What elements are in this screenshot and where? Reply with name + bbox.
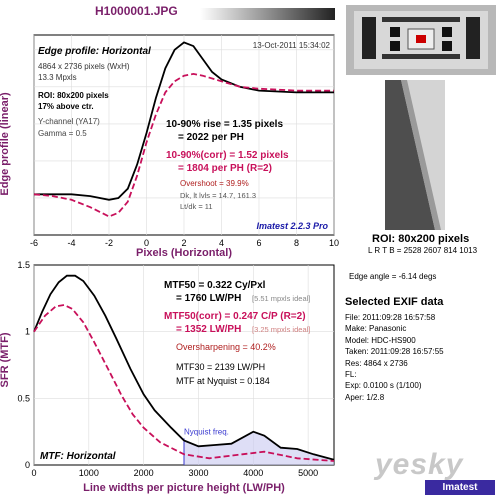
mtf-series <box>33 274 335 462</box>
exif-row: FL: <box>345 370 357 380</box>
edge-info-2: 13.3 Mpxls <box>38 73 77 82</box>
edge-xticks: -6 -4 -2 0 2 4 6 8 10 <box>30 238 339 248</box>
mtf50-corr-2: = 1352 LW/PH <box>176 324 241 335</box>
grayscale-bar <box>200 8 335 20</box>
mtf-ytick-label: 1 <box>25 327 30 337</box>
edge-angle: Edge angle = -6.14 degs <box>349 272 437 281</box>
edge-xtick-label: -6 <box>30 238 38 248</box>
edge-xtick-label: 2 <box>181 238 186 248</box>
mtf50-corr-ideal: [3.25 mpxls ideal] <box>252 325 310 334</box>
exif-row: Model: HDC-HS900 <box>345 335 416 345</box>
mtf-plot-frame <box>33 264 335 466</box>
software-label: Imatest 2.2.3 Pro <box>256 221 328 231</box>
edge-roi-1: ROI: 80x200 pixels <box>38 91 109 100</box>
mtf50-corr-1: MTF50(corr) = 0.247 C/P (R=2) <box>164 311 306 322</box>
edge-date: 13-Oct-2011 15:34:02 <box>253 41 331 50</box>
roi-coords: L R T B = 2528 2607 814 1013 <box>368 246 478 255</box>
edge-ylabel: Edge profile (linear) <box>0 92 11 196</box>
nyquist-shaded-area <box>184 431 334 465</box>
mtf-xtick-label: 3000 <box>188 468 208 478</box>
mtf50-ideal: [5.51 mpxls ideal] <box>252 294 310 303</box>
edge-rise-corr-2: = 1804 per PH (R=2) <box>178 163 272 174</box>
edge-overshoot: Overshoot = 39.9% <box>180 179 249 188</box>
edge-title: Edge profile: Horizontal <box>38 46 151 57</box>
brand-logo: Imatest <box>425 480 495 495</box>
mtf-xlabel: Line widths per picture height (LW/PH) <box>83 482 285 494</box>
exif-row: Exp: 0.0100 s (1/100) <box>345 381 422 391</box>
mtf-ylabel: SFR (MTF) <box>0 332 11 387</box>
file-title: H1000001.JPG <box>95 4 178 18</box>
mtf-at-nyquist: MTF at Nyquist = 0.184 <box>176 376 270 386</box>
edge-channel-1: Y-channel (YA17) <box>38 117 100 126</box>
mtf-series-measured <box>33 274 335 461</box>
mtf30: MTF30 = 2139 LW/PH <box>176 362 265 372</box>
edge-xtick-label: 0 <box>144 238 149 248</box>
watermark-text: yesky <box>375 448 464 481</box>
mtf-series-corrected <box>33 304 335 462</box>
edge-grid <box>33 35 335 235</box>
mtf-xtick-label: 2000 <box>134 468 154 478</box>
edge-levels-2: Lt/dk = 11 <box>180 202 213 211</box>
edge-xtick-label: 6 <box>256 238 261 248</box>
edge-xtick-label: -2 <box>105 238 113 248</box>
edge-rise-2: = 2022 per PH <box>178 132 244 143</box>
exif-row: Make: Panasonic <box>345 324 407 334</box>
edge-xtick-label: 8 <box>294 238 299 248</box>
roi-crop-image <box>385 80 445 230</box>
edge-xtick-label: 4 <box>219 238 224 248</box>
mtf-yticks: 0 0.5 1 1.5 <box>17 260 30 470</box>
edge-roi-2: 17% above ctr. <box>38 102 94 111</box>
roi-title: ROI: 80x200 pixels <box>372 233 470 245</box>
mtf50-1: MTF50 = 0.322 Cy/Pxl <box>164 280 266 291</box>
edge-xlabel: Pixels (Horizontal) <box>136 247 232 259</box>
mtf50-2: = 1760 LW/PH <box>176 293 241 304</box>
test-chart-thumbnail <box>346 5 496 75</box>
edge-series-corrected <box>33 72 334 218</box>
edge-rise-1: 10-90% rise = 1.35 pixels <box>166 119 283 130</box>
exif-row: Taken: 2011:09:28 16:57:55 <box>345 347 444 357</box>
mtf-ytick-label: 0.5 <box>17 393 30 403</box>
edge-info-1: 4864 x 2736 pixels (WxH) <box>38 62 130 71</box>
exif-row: Aper: 1/2.8 <box>345 392 385 402</box>
edge-series <box>33 41 334 218</box>
exif-list: File: 2011:09:28 16:57:58 Make: Panasonic… <box>345 312 444 403</box>
mtf-ytick-label: 1.5 <box>17 260 30 270</box>
mtf-xtick-label: 5000 <box>298 468 318 478</box>
edge-xtick-label: 10 <box>329 238 339 248</box>
mtf-xtick-label: 1000 <box>79 468 99 478</box>
edge-profile-chart: Edge profile (linear) -6 -4 -2 0 2 4 6 8 10 Pixe… <box>0 34 339 259</box>
mtf-chart: SFR (MTF) 0 1000 2000 3000 4000 5000 0 0.5 1 1.5… <box>0 260 335 494</box>
nyquist-label: Nyquist freq. <box>184 427 229 436</box>
exif-row: Res: 4864 x 2736 <box>345 358 408 368</box>
exif-title: Selected EXIF data <box>345 296 444 308</box>
edge-series-measured <box>34 41 334 201</box>
mtf-title: MTF: Horizontal <box>40 451 116 462</box>
edge-channel-2: Gamma = 0.5 <box>38 129 87 138</box>
edge-xtick-label: -4 <box>67 238 75 248</box>
mtf-xtick-label: 0 <box>31 468 36 478</box>
mtf-ytick-label: 0 <box>25 460 30 470</box>
edge-levels-1: Dk, lt lvls = 14.7, 161.3 <box>180 191 256 200</box>
mtf-xtick-label: 4000 <box>243 468 263 478</box>
exif-row: File: 2011:09:28 16:57:58 <box>345 313 436 322</box>
oversharpening: Oversharpening = 40.2% <box>176 342 276 352</box>
mtf-xticks: 0 1000 2000 3000 4000 5000 <box>31 468 318 478</box>
edge-rise-corr-1: 10-90%(corr) = 1.52 pixels <box>166 150 289 161</box>
